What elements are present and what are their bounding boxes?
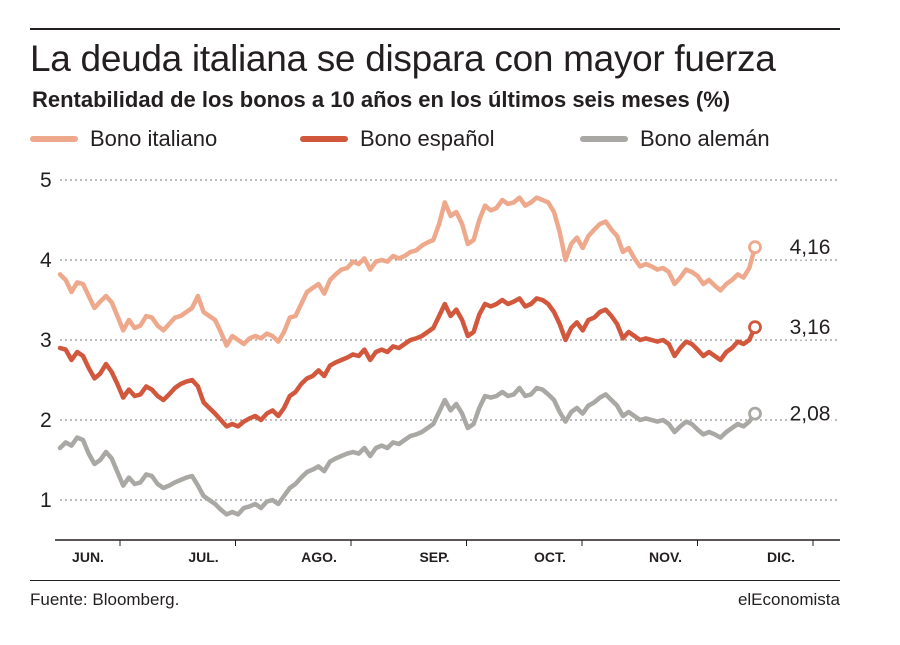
x-tick-label-4: OCT. <box>534 549 566 565</box>
x-tick-label-1: JUL. <box>188 549 218 565</box>
x-tick-label-2: AGO. <box>301 549 337 565</box>
legend-label-aleman: Bono alemán <box>640 126 770 151</box>
series-end-label-2: 2,08 <box>790 403 831 426</box>
legend-label-italiano: Bono italiano <box>90 126 218 151</box>
series-end-label-0: 4,16 <box>790 236 831 259</box>
x-tick-label-6: DIC. <box>767 549 795 565</box>
series-end-marker-1 <box>748 320 762 335</box>
series-end-marker-2 <box>748 406 762 421</box>
series-line-0 <box>57 195 758 348</box>
y-tick-label-1: 1 <box>40 489 52 512</box>
legend-item-italiano: Bono italiano <box>30 126 217 152</box>
legend-item-espanol: Bono español <box>300 126 495 152</box>
chart-title: La deuda italiana se dispara con mayor f… <box>30 38 776 79</box>
y-tick-label-4: 4 <box>40 249 52 272</box>
source-note: Fuente: Bloomberg. <box>30 590 180 609</box>
legend-swatch-italiano <box>30 136 78 142</box>
bottom-rule <box>30 580 840 581</box>
series-end-label-1: 3,16 <box>790 316 831 339</box>
series-line-1 <box>57 296 758 429</box>
legend-swatch-aleman <box>580 136 628 142</box>
x-tick-label-3: SEP. <box>419 549 449 565</box>
top-rule <box>30 28 840 30</box>
y-tick-label-3: 3 <box>40 329 52 352</box>
y-tick-label-2: 2 <box>40 409 52 432</box>
legend-swatch-espanol <box>300 136 348 142</box>
series-line-2 <box>57 385 758 517</box>
series-end-marker-0 <box>748 240 762 255</box>
y-tick-label-5: 5 <box>40 169 52 192</box>
brand-name: elEconomista <box>737 590 840 609</box>
chart-legend: Bono italiano Bono español Bono alemán <box>30 126 840 154</box>
legend-label-espanol: Bono español <box>360 126 495 151</box>
x-tick-label-0: JUN. <box>72 549 104 565</box>
chart-subtitle: Rentabilidad de los bonos a 10 años en l… <box>32 87 731 112</box>
x-tick-label-5: NOV. <box>649 549 682 565</box>
legend-item-aleman: Bono alemán <box>580 126 770 152</box>
